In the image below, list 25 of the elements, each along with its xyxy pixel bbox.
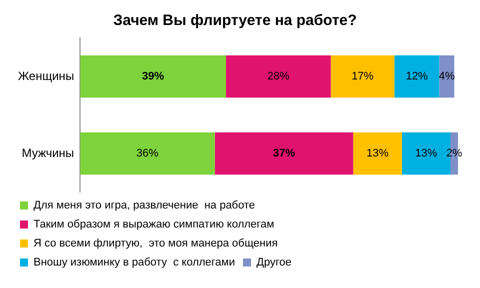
legend-label: Таким образом я выражаю симпатию коллегам bbox=[34, 218, 274, 231]
bar bbox=[353, 132, 402, 175]
bar bbox=[80, 55, 226, 98]
y-tick-label: Мужчины bbox=[22, 146, 74, 160]
data-label: 37% bbox=[272, 148, 296, 160]
legend-label: Вношу изюминку в работу с коллегами bbox=[34, 256, 236, 269]
data-label: 36% bbox=[136, 148, 159, 160]
bar bbox=[394, 55, 440, 98]
data-label: 13% bbox=[366, 148, 389, 160]
bar bbox=[214, 132, 354, 175]
data-label: 4% bbox=[438, 70, 455, 83]
data-label: 17% bbox=[352, 70, 374, 83]
chart-title: Зачем Вы флиртуете на работе? bbox=[113, 12, 357, 30]
legend-label: Я со всеми флиртую, это моя манера общения bbox=[34, 238, 278, 250]
bar bbox=[330, 55, 394, 98]
y-tick-label: Женщины bbox=[18, 68, 74, 83]
legend-label: Для меня это игра, развлечение на работе bbox=[34, 200, 256, 212]
data-label: 39% bbox=[142, 70, 164, 83]
data-label: 2% bbox=[446, 148, 462, 160]
data-label: 13% bbox=[415, 148, 438, 160]
legend-label: Другое bbox=[256, 256, 292, 269]
data-label: 12% bbox=[406, 70, 428, 83]
data-label: 28% bbox=[267, 70, 290, 83]
bar bbox=[80, 132, 215, 175]
bar bbox=[226, 55, 331, 98]
